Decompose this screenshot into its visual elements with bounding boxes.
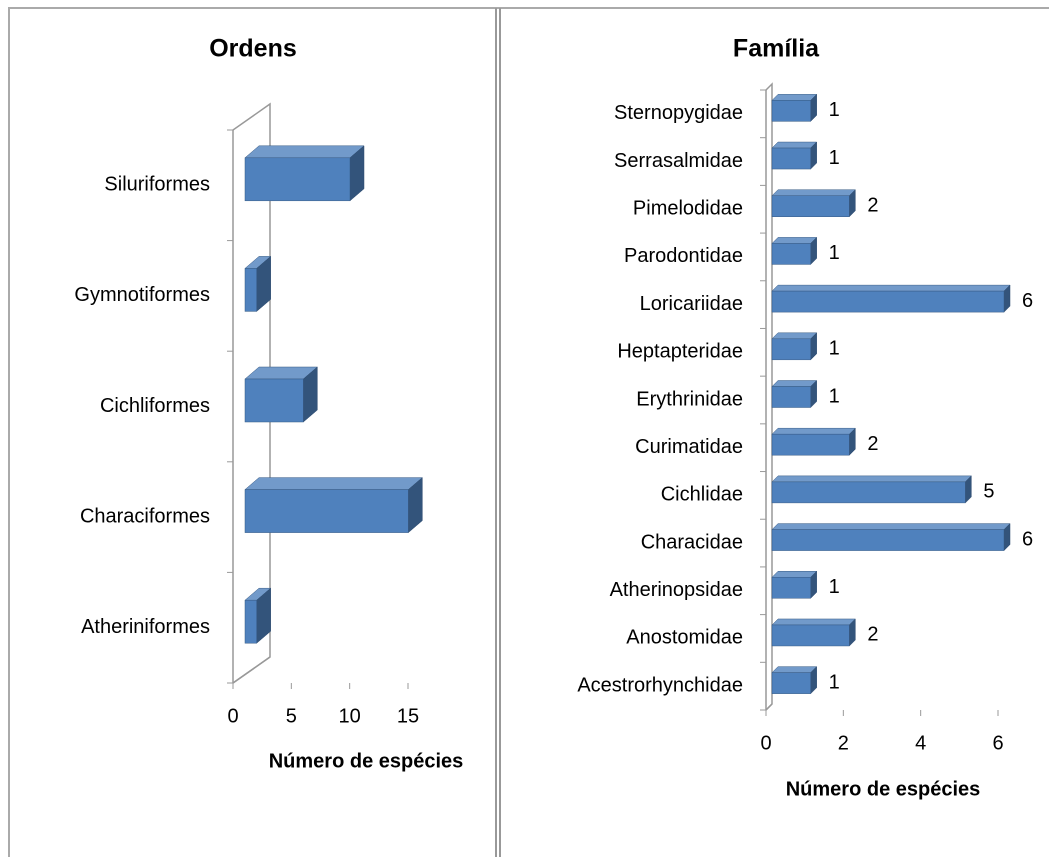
bar-top <box>771 427 856 435</box>
category-label: Loricariidae <box>640 293 743 315</box>
bar-top <box>771 523 1011 530</box>
bar <box>771 338 811 361</box>
data-label: 6 <box>1022 528 1033 550</box>
bar <box>244 489 409 533</box>
bar <box>771 481 966 504</box>
data-label: 1 <box>829 576 840 598</box>
category-label: Characidae <box>641 531 743 553</box>
bar-top <box>771 380 818 387</box>
floor <box>232 656 271 684</box>
category-label: Cichliformes <box>100 395 210 417</box>
x-tick-label: 6 <box>992 732 1003 754</box>
x-tick-label: 0 <box>760 732 771 754</box>
data-label: 2 <box>867 624 878 646</box>
bar-top <box>771 618 856 626</box>
bar <box>244 157 351 202</box>
bar-top <box>771 571 818 578</box>
x-axis-title: Número de espécies <box>786 778 981 800</box>
x-tick-label: 4 <box>915 732 926 754</box>
category-label: Anostomidae <box>626 627 743 649</box>
bar-top <box>771 666 818 673</box>
data-label: 2 <box>867 433 878 455</box>
data-label: 2 <box>867 195 878 217</box>
data-label: 1 <box>829 671 840 693</box>
category-label: Cichlidae <box>661 484 743 506</box>
data-label: 1 <box>829 385 840 407</box>
bar <box>244 599 257 644</box>
data-label: 1 <box>829 147 840 169</box>
bar-top <box>771 475 972 483</box>
x-tick-label: 0 <box>227 705 238 727</box>
bar <box>244 378 304 423</box>
category-label: Serrasalmidae <box>614 150 743 172</box>
bar-top <box>771 189 856 196</box>
data-label: 1 <box>829 242 840 264</box>
bar-top <box>771 332 818 340</box>
data-label: 6 <box>1022 290 1033 312</box>
bar <box>771 577 811 599</box>
bar <box>771 624 850 647</box>
x-tick-label: 2 <box>838 732 849 754</box>
bar-top <box>771 141 818 149</box>
x-tick-label: 5 <box>286 705 297 727</box>
category-label: Atherinopsidae <box>610 579 743 601</box>
category-label: Curimatidae <box>635 436 743 458</box>
bar <box>771 290 1005 313</box>
floor <box>765 703 773 711</box>
bar <box>771 243 811 265</box>
x-tick-label: 15 <box>397 705 419 727</box>
category-label: Erythrinidae <box>636 388 743 410</box>
category-label: Characiformes <box>80 505 210 527</box>
category-label: Heptapteridae <box>617 341 743 363</box>
data-label: 5 <box>983 481 994 503</box>
data-label: 1 <box>829 338 840 360</box>
bar <box>771 147 811 170</box>
category-label: Gymnotiformes <box>74 284 210 306</box>
bar <box>771 672 811 694</box>
chart-title: Família <box>733 35 820 63</box>
bar-top <box>771 284 1011 292</box>
category-label: Acestrorhynchidae <box>577 674 743 696</box>
bar <box>771 433 850 456</box>
category-label: Sternopygidae <box>614 102 743 124</box>
chart-title: Ordens <box>209 35 297 63</box>
category-label: Siluriformes <box>104 174 210 196</box>
x-axis-title: Número de espécies <box>269 750 464 772</box>
bar-top <box>771 237 818 244</box>
bar <box>771 195 850 217</box>
bar-top <box>244 145 365 159</box>
data-label: 1 <box>829 99 840 121</box>
bar <box>244 268 257 312</box>
category-label: Atheriniformes <box>81 616 210 638</box>
bar-top <box>244 477 424 490</box>
bar <box>771 100 811 122</box>
bar <box>771 529 1005 551</box>
x-tick-label: 10 <box>339 705 361 727</box>
category-label: Parodontidae <box>624 245 743 267</box>
category-label: Pimelodidae <box>633 198 743 220</box>
bar <box>771 386 811 408</box>
bar-top <box>771 94 818 101</box>
